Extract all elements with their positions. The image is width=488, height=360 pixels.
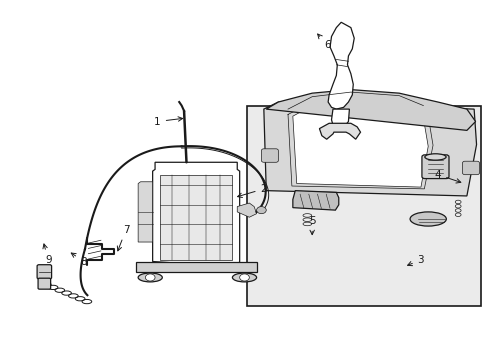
FancyBboxPatch shape (38, 278, 51, 289)
Polygon shape (136, 261, 256, 272)
Text: 6: 6 (317, 34, 330, 50)
Text: 3: 3 (407, 255, 424, 266)
Polygon shape (138, 182, 152, 242)
Polygon shape (264, 102, 476, 196)
Text: 5: 5 (308, 216, 315, 235)
Polygon shape (265, 90, 475, 130)
Text: 4: 4 (434, 170, 460, 183)
Polygon shape (292, 191, 338, 210)
FancyBboxPatch shape (421, 155, 448, 179)
Ellipse shape (409, 212, 446, 226)
FancyBboxPatch shape (462, 161, 478, 175)
Polygon shape (292, 111, 427, 187)
Ellipse shape (424, 154, 445, 160)
FancyBboxPatch shape (37, 265, 52, 279)
Bar (246, 105, 480, 306)
Text: 1: 1 (154, 117, 183, 126)
Circle shape (239, 274, 249, 281)
Polygon shape (237, 203, 256, 217)
FancyBboxPatch shape (261, 149, 278, 162)
Polygon shape (152, 162, 239, 267)
Text: 7: 7 (117, 225, 129, 251)
Circle shape (145, 274, 155, 281)
Text: 8: 8 (71, 253, 87, 266)
Ellipse shape (232, 273, 256, 282)
Circle shape (256, 207, 265, 214)
Polygon shape (327, 22, 353, 109)
Text: 9: 9 (43, 244, 51, 265)
Polygon shape (331, 109, 349, 129)
Ellipse shape (138, 273, 162, 282)
Polygon shape (319, 123, 360, 139)
Polygon shape (160, 175, 232, 260)
Text: 2: 2 (237, 184, 266, 198)
